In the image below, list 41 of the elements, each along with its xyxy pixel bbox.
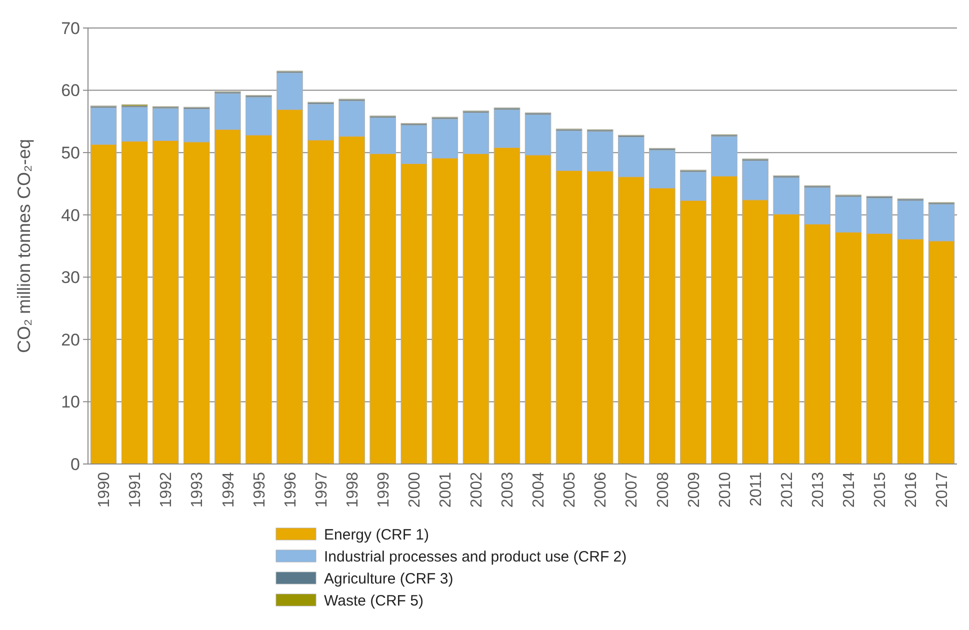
x-tick-label: 2005 <box>562 472 579 508</box>
y-tick-label: 60 <box>61 81 80 100</box>
x-tick-label: 2004 <box>530 472 548 508</box>
x-tick-label: 2000 <box>406 472 424 508</box>
x-tick-label: 1997 <box>313 472 330 508</box>
x-tick-label: 2002 <box>468 472 486 508</box>
x-tick-label: 1995 <box>251 472 268 508</box>
x-tick-label: 2009 <box>686 472 703 508</box>
x-tick-label: 1998 <box>344 472 362 508</box>
y-tick-label: 40 <box>61 206 80 225</box>
x-tick-label: 1996 <box>282 472 300 508</box>
x-tick-label: 1992 <box>158 472 176 508</box>
x-tick-label: 2008 <box>654 472 672 508</box>
legend-label: Industrial processes and product use (CRF 2) <box>324 548 627 566</box>
x-tick-label: 1994 <box>220 472 238 508</box>
y-tick-label: 30 <box>61 268 80 288</box>
x-tick-label: 2011 <box>748 472 765 506</box>
x-tick-label: 2014 <box>840 472 858 508</box>
x-tick-label: 2006 <box>592 472 610 508</box>
legend-label: Waste (CRF 5) <box>324 592 424 610</box>
x-tick-label: 2017 <box>934 472 952 508</box>
x-tick-label: 2003 <box>500 472 517 508</box>
y-tick-label: 0 <box>70 454 80 474</box>
x-tick-label: 2013 <box>810 472 827 508</box>
x-tick-label: 1990 <box>96 472 114 508</box>
y-tick-label: 20 <box>61 330 80 350</box>
x-tick-label: 1993 <box>189 472 206 508</box>
legend-label: Agriculture (CRF 3) <box>324 570 454 588</box>
x-tick-label: 2010 <box>716 472 734 508</box>
x-tick-label: 2007 <box>624 472 641 508</box>
y-tick-label: 50 <box>61 144 80 163</box>
y-tick-label: 70 <box>61 18 80 38</box>
x-tick-label: 1999 <box>375 472 392 508</box>
x-tick-label: 2012 <box>778 472 796 508</box>
x-tick-label: 1991 <box>127 472 144 508</box>
legend-label: Energy (CRF 1) <box>324 526 430 544</box>
x-tick-label: 2015 <box>872 472 890 508</box>
x-tick-label: 2016 <box>903 472 920 508</box>
y-tick-label: 10 <box>61 392 80 412</box>
x-tick-label: 2001 <box>438 472 455 508</box>
y-axis-title: CO₂ million tonnes CO₂-eq <box>14 138 34 354</box>
